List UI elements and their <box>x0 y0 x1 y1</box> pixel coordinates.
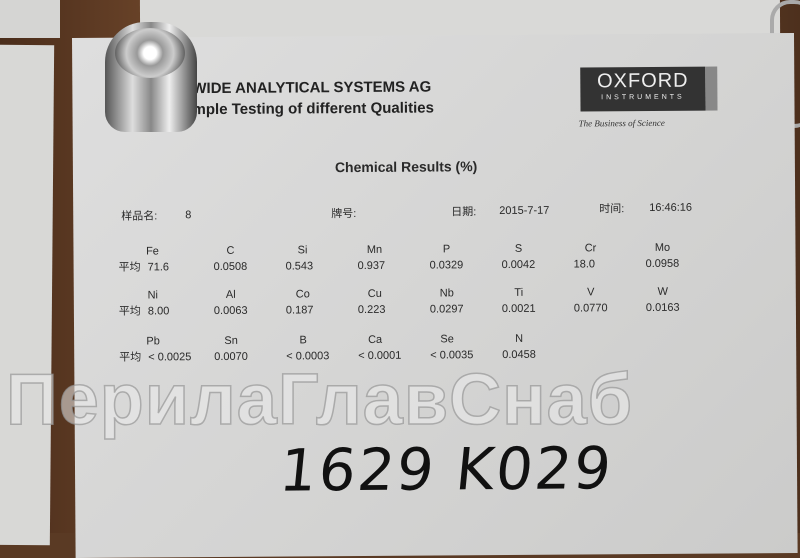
element-value: 8.00 <box>147 305 170 318</box>
element-symbol: Si <box>297 244 308 257</box>
grade-label: 牌号: <box>331 208 357 221</box>
logo-bar <box>705 66 718 111</box>
date-label: 日期: <box>451 206 477 219</box>
average-label: 平均 <box>118 305 141 318</box>
background-paper <box>0 0 60 38</box>
element-symbol: Ti <box>514 286 524 299</box>
sample-value: 8 <box>185 209 192 222</box>
element-symbol: C <box>226 244 235 257</box>
element-value: 0.0770 <box>573 302 608 315</box>
watermark: ПерилаГлавСнаб <box>5 360 634 440</box>
average-label: 平均 <box>118 261 141 274</box>
element-value: 0.187 <box>285 304 314 317</box>
company-name: WIDE ANALYTICAL SYSTEMS AG <box>192 78 432 98</box>
element-symbol: Co <box>295 288 310 301</box>
element-value: 0.223 <box>357 303 386 317</box>
element-value: 0.543 <box>285 260 314 273</box>
report-subtitle: mple Testing of different Qualities <box>192 99 434 119</box>
element-value: 0.0508 <box>213 260 248 274</box>
element-symbol: V <box>587 286 595 299</box>
element-value: 0.0329 <box>429 259 464 272</box>
element-value: 18.0 <box>573 258 596 271</box>
time-value: 16:46:16 <box>649 201 693 214</box>
element-value: 0.0021 <box>501 302 536 316</box>
element-symbol: B <box>299 334 307 347</box>
logo-tagline: The Business of Science <box>578 117 665 129</box>
sample-label: 样品名: <box>121 210 158 223</box>
cylinder-top <box>115 28 185 78</box>
handwritten-note: 1629 K029 <box>276 434 617 505</box>
results-title: Chemical Results (%) <box>334 158 478 176</box>
oxford-logo: OXFORD INSTRUMENTS <box>580 66 706 112</box>
element-symbol: Mo <box>654 241 671 254</box>
element-symbol: Se <box>440 333 454 346</box>
element-symbol: Ni <box>147 289 159 302</box>
element-value: 0.937 <box>357 259 386 273</box>
element-value: 0.0958 <box>645 257 680 271</box>
date-value: 2015-7-17 <box>499 204 550 218</box>
element-symbol: Cu <box>367 287 382 300</box>
element-value: 0.0297 <box>429 303 464 316</box>
element-value: 71.6 <box>147 261 170 274</box>
element-symbol: P <box>442 243 451 256</box>
element-symbol: Pb <box>146 335 160 348</box>
element-symbol: Al <box>225 288 236 301</box>
element-symbol: N <box>515 332 524 345</box>
element-value: 0.0042 <box>501 258 536 272</box>
element-symbol: Sn <box>224 334 238 347</box>
element-symbol: Fe <box>146 245 159 258</box>
element-symbol: S <box>514 242 523 255</box>
element-symbol: Mn <box>366 243 383 256</box>
element-value: 0.0063 <box>213 304 248 318</box>
element-symbol: W <box>657 285 669 298</box>
time-label: 时间: <box>599 203 625 216</box>
element-value: 0.0163 <box>645 301 680 314</box>
element-symbol: Nb <box>439 287 454 300</box>
element-symbol: Ca <box>368 333 383 346</box>
element-symbol: Cr <box>584 242 597 255</box>
background-paper <box>0 44 55 546</box>
